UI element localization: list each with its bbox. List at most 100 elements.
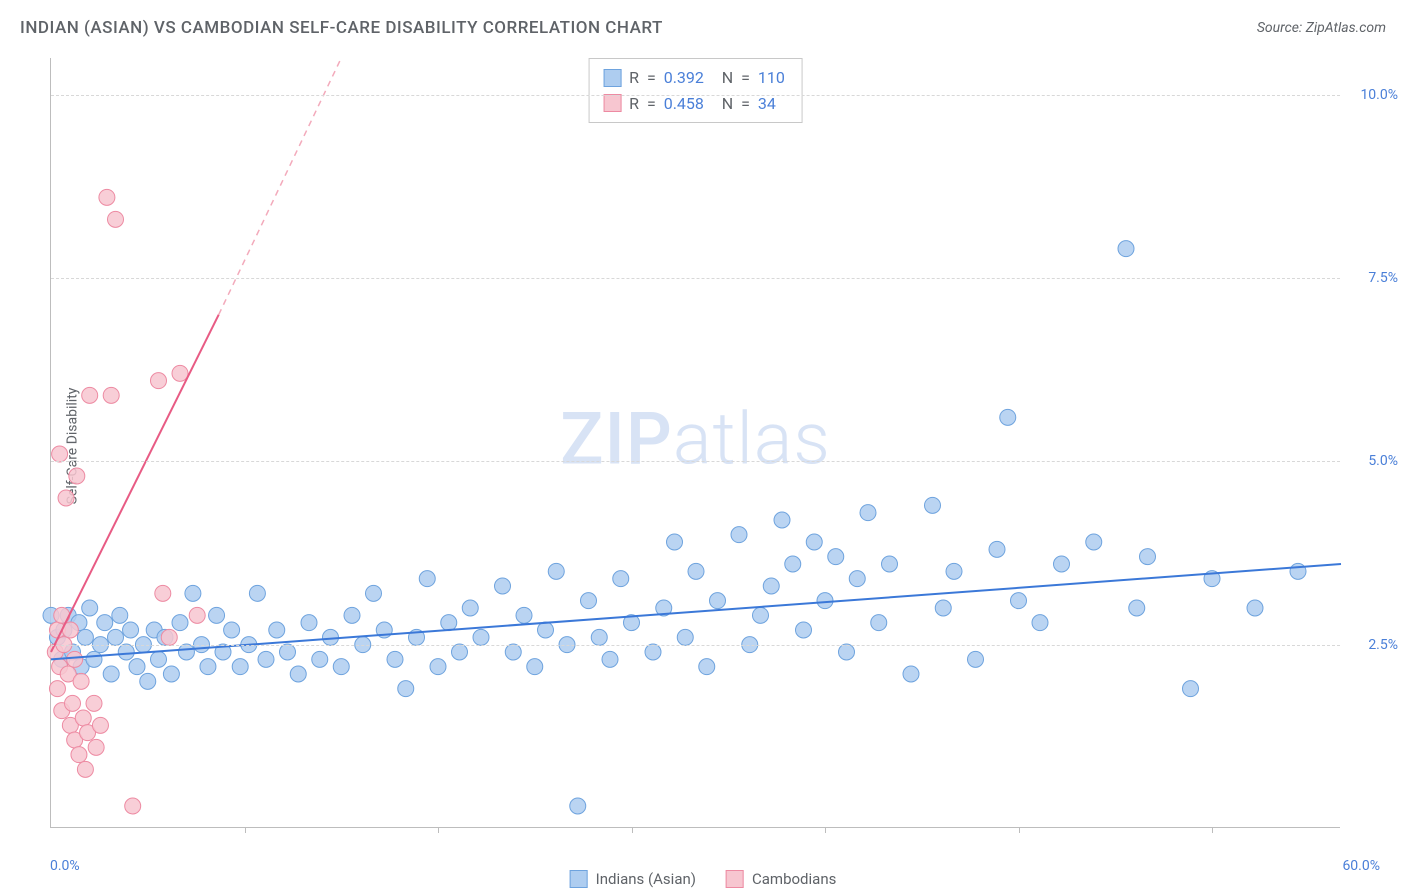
scatter-point (189, 607, 205, 623)
scatter-point (129, 659, 145, 675)
scatter-point (1086, 534, 1102, 550)
scatter-point (161, 629, 177, 645)
legend-label: Indians (Asian) (596, 870, 696, 888)
scatter-point (591, 629, 607, 645)
scatter-point (301, 615, 317, 631)
legend-series: Indians (Asian) Cambodians (570, 870, 837, 888)
scatter-point (125, 798, 141, 814)
scatter-point (1183, 681, 1199, 697)
scatter-point (462, 600, 478, 616)
scatter-point (796, 622, 812, 638)
scatter-point (785, 556, 801, 572)
scatter-point (333, 659, 349, 675)
scatter-point (1129, 600, 1145, 616)
scatter-point (71, 747, 87, 763)
x-tick-mark (1212, 827, 1213, 833)
scatter-point (258, 651, 274, 667)
scatter-point (108, 629, 124, 645)
scatter-point (828, 549, 844, 565)
legend-item: Cambodians (726, 870, 836, 888)
scatter-point (946, 563, 962, 579)
scatter-point (516, 607, 532, 623)
scatter-point (52, 446, 68, 462)
scatter-point (224, 622, 240, 638)
scatter-point (178, 644, 194, 660)
scatter-point (86, 695, 102, 711)
scatter-point (387, 651, 403, 667)
scatter-point (925, 497, 941, 513)
scatter-point (88, 739, 104, 755)
scatter-point (710, 593, 726, 609)
scatter-point (209, 607, 225, 623)
scatter-point (108, 211, 124, 227)
scatter-point (77, 761, 93, 777)
legend-n-label: N (722, 65, 733, 91)
legend-swatch (726, 870, 744, 888)
scatter-point (172, 615, 188, 631)
scatter-point (548, 563, 564, 579)
scatter-point (667, 534, 683, 550)
scatter-point (688, 563, 704, 579)
scatter-point (1032, 615, 1048, 631)
legend-item: Indians (Asian) (570, 870, 696, 888)
scatter-point (430, 659, 446, 675)
scatter-point (903, 666, 919, 682)
scatter-point (849, 571, 865, 587)
scatter-point (97, 615, 113, 631)
scatter-point (1000, 409, 1016, 425)
trend-line-dash (219, 58, 342, 315)
scatter-point (290, 666, 306, 682)
scatter-point (65, 695, 81, 711)
scatter-point (1011, 593, 1027, 609)
scatter-point (151, 651, 167, 667)
x-axis-min-label: 0.0% (50, 858, 80, 874)
scatter-point (58, 490, 74, 506)
y-tick-label: 7.5% (1368, 270, 1398, 286)
scatter-point (602, 651, 618, 667)
scatter-point (82, 600, 98, 616)
scatter-point (232, 659, 248, 675)
legend-r-label: R (629, 65, 639, 91)
scatter-point (269, 622, 285, 638)
scatter-point (1118, 241, 1134, 257)
plot-area: ZIPatlas R=0.392N=110R=0.458N=34 (50, 58, 1340, 828)
scatter-point (527, 659, 543, 675)
source-attribution: Source: ZipAtlas.com (1257, 20, 1386, 36)
scatter-point (882, 556, 898, 572)
scatter-point (570, 798, 586, 814)
scatter-point (538, 622, 554, 638)
scatter-point (1140, 549, 1156, 565)
scatter-point (1290, 563, 1306, 579)
scatter-point (140, 673, 156, 689)
grid-line (51, 278, 1340, 279)
scatter-point (495, 578, 511, 594)
chart-title: INDIAN (ASIAN) VS CAMBODIAN SELF-CARE DI… (20, 18, 663, 38)
scatter-point (774, 512, 790, 528)
scatter-point (731, 527, 747, 543)
scatter-point (1054, 556, 1070, 572)
x-tick-mark (825, 827, 826, 833)
scatter-point (989, 541, 1005, 557)
scatter-point (344, 607, 360, 623)
legend-swatch (603, 94, 621, 112)
scatter-point (860, 505, 876, 521)
legend-stat-row: R=0.392N=110 (603, 65, 788, 91)
scatter-point (49, 681, 65, 697)
scatter-point (112, 607, 128, 623)
scatter-point (419, 571, 435, 587)
scatter-point (871, 615, 887, 631)
x-tick-mark (632, 827, 633, 833)
scatter-point (441, 615, 457, 631)
scatter-point (699, 659, 715, 675)
legend-r-value: 0.392 (664, 65, 714, 91)
x-tick-mark (438, 827, 439, 833)
scatter-point (763, 578, 779, 594)
scatter-point (200, 659, 216, 675)
scatter-point (185, 585, 201, 601)
y-tick-label: 2.5% (1368, 637, 1398, 653)
scatter-plot (51, 58, 1340, 827)
scatter-point (968, 651, 984, 667)
legend-swatch (603, 69, 621, 87)
scatter-point (398, 681, 414, 697)
scatter-point (473, 629, 489, 645)
